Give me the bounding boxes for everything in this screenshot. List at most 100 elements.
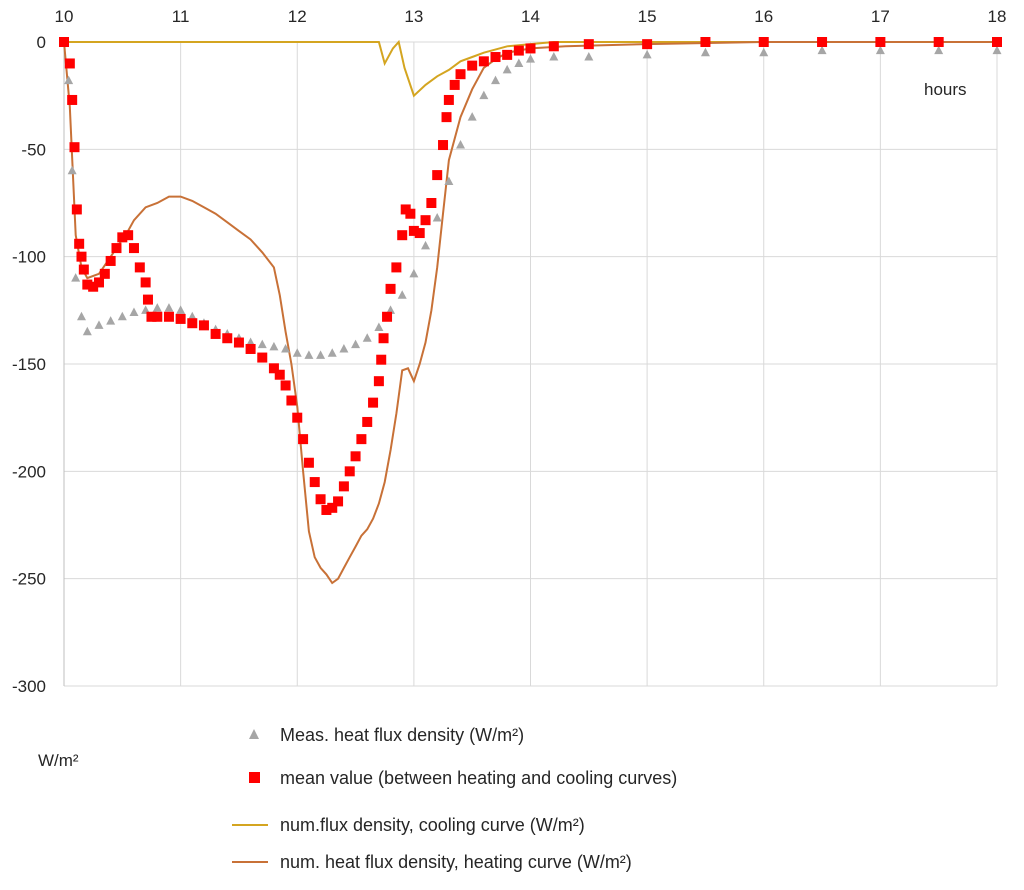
data-point — [71, 273, 81, 282]
data-point — [391, 262, 402, 273]
data-point — [176, 305, 186, 314]
data-point — [71, 204, 82, 215]
data-point — [129, 307, 139, 316]
data-point — [141, 305, 151, 314]
y-tick-label: -200 — [12, 462, 46, 481]
data-point — [642, 39, 653, 50]
data-point — [491, 75, 501, 85]
data-point — [128, 243, 139, 254]
legend-label: mean value (between heating and cooling … — [280, 768, 677, 788]
x-tick-label: 10 — [55, 7, 74, 26]
y-tick-label: 0 — [37, 33, 46, 52]
data-point — [187, 318, 198, 329]
data-point — [76, 311, 86, 321]
data-point — [88, 281, 99, 292]
data-point — [82, 279, 93, 290]
data-point — [758, 37, 769, 47]
legend-item: num.flux density, cooling curve (W/m²) — [232, 815, 585, 835]
data-point — [875, 37, 886, 47]
data-point — [327, 502, 338, 513]
data-point — [286, 395, 297, 406]
data-point — [175, 313, 186, 324]
data-point — [280, 380, 291, 391]
x-tick-label: 16 — [754, 7, 773, 26]
data-point — [467, 112, 477, 121]
legend-label: num.flux density, cooling curve (W/m²) — [280, 815, 585, 835]
data-point — [59, 37, 69, 47]
data-point — [245, 343, 256, 354]
data-point — [105, 255, 116, 266]
data-point — [67, 94, 78, 105]
data-point — [455, 69, 466, 80]
data-point — [992, 37, 1002, 47]
series-3 — [63, 41, 997, 585]
data-point — [123, 230, 134, 241]
data-point — [93, 277, 104, 288]
data-point — [513, 45, 524, 56]
data-point — [74, 238, 85, 249]
data-point — [351, 339, 361, 349]
data-point — [514, 58, 524, 67]
y-tick-label: -50 — [21, 140, 46, 159]
data-point — [441, 112, 452, 123]
data-point — [502, 64, 512, 74]
data-point — [362, 333, 372, 342]
data-point — [432, 213, 442, 222]
data-point — [549, 52, 559, 61]
data-point — [526, 54, 535, 63]
data-point — [333, 496, 344, 507]
data-point — [198, 320, 209, 331]
data-point — [309, 477, 320, 488]
axis-ticks: 10 11 12 13 14 15 16 17 18 0 -50 -100 -150 -200 -250 -3… — [12, 7, 1006, 696]
x-tick-label: 14 — [521, 7, 540, 26]
data-point — [338, 481, 349, 492]
y-tick-label: -250 — [12, 570, 46, 589]
data-point — [339, 343, 349, 353]
data-point — [449, 79, 460, 90]
series-layer — [59, 37, 1002, 585]
data-point — [111, 243, 122, 254]
data-point — [875, 45, 885, 55]
data-point — [373, 376, 384, 387]
y-axis-label: W/m² — [38, 751, 79, 770]
data-point — [467, 60, 478, 71]
y-tick-label: -100 — [12, 248, 46, 267]
legend-label: num. heat flux density, heating curve (W… — [280, 852, 632, 872]
data-point — [257, 352, 268, 363]
plot-grid — [63, 41, 998, 687]
data-point — [817, 37, 828, 47]
legend-item: mean value (between heating and cooling … — [249, 768, 677, 788]
data-point — [140, 277, 151, 288]
data-point — [414, 228, 425, 239]
data-point — [327, 348, 337, 357]
data-point — [82, 326, 92, 336]
data-point — [303, 457, 314, 468]
data-point — [397, 230, 408, 241]
data-point — [362, 416, 373, 427]
data-point — [420, 215, 431, 226]
data-point — [386, 305, 396, 314]
data-point — [304, 350, 314, 359]
data-point — [67, 165, 77, 175]
x-tick-label: 17 — [871, 7, 890, 26]
data-point — [376, 354, 387, 365]
data-point — [934, 45, 944, 55]
legend-marker — [249, 729, 259, 739]
data-point — [292, 348, 302, 357]
series-line — [63, 41, 997, 585]
data-point — [316, 350, 326, 359]
data-point — [759, 47, 769, 57]
data-point — [490, 52, 501, 63]
data-point — [94, 320, 104, 329]
data-point — [817, 45, 827, 55]
data-point — [269, 341, 279, 351]
data-point — [106, 316, 116, 325]
data-point — [700, 47, 710, 57]
data-point — [642, 49, 652, 59]
data-point — [344, 466, 355, 477]
data-point — [78, 264, 89, 275]
data-point — [374, 322, 384, 332]
data-point — [456, 140, 466, 149]
data-point — [142, 294, 153, 305]
